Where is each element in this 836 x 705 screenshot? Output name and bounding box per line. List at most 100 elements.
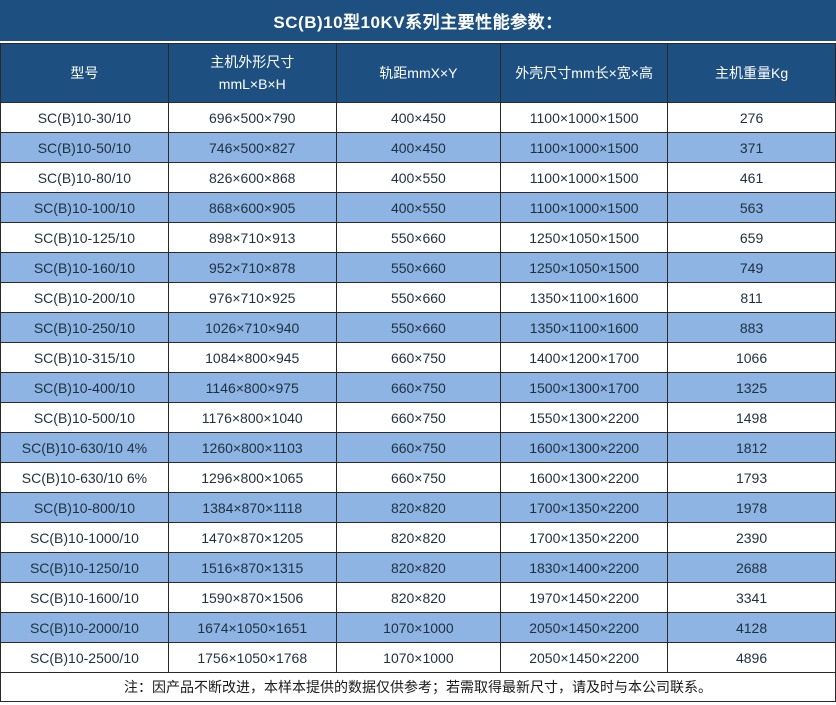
- table-cell: 550×660: [335, 252, 502, 283]
- table-row: SC(B)10-50/10 746×500×827 400×450 1100×1000…: [0, 132, 836, 163]
- table-cell: 461: [667, 162, 836, 193]
- table-body: SC(B)10-30/10 696×500×790 400×450 1100×1000…: [0, 102, 836, 673]
- table-cell: 749: [667, 252, 836, 283]
- table-row: SC(B)10-30/10 696×500×790 400×450 1100×1000…: [0, 102, 836, 133]
- table-cell: SC(B)10-1600/10: [0, 582, 169, 613]
- table-cell: 820×820: [335, 582, 502, 613]
- table-row: SC(B)10-125/10 898×710×913 550×660 1250×105…: [0, 222, 836, 253]
- table-cell: 2050×1450×2200: [500, 642, 669, 673]
- table-cell: 1812: [667, 432, 836, 463]
- table-cell: SC(B)10-315/10: [0, 342, 169, 373]
- table-cell: SC(B)10-1250/10: [0, 552, 169, 583]
- table-row: SC(B)10-2500/10 1756×1050×1768 1070×1000 20…: [0, 642, 836, 673]
- table-cell: 400×550: [335, 162, 502, 193]
- table-cell: 1600×1300×2200: [500, 432, 669, 463]
- table-cell: 696×500×790: [167, 102, 337, 133]
- table-cell: 1470×870×1205: [167, 522, 337, 553]
- table-cell: 400×550: [335, 192, 502, 223]
- table-cell: 1250×1050×1500: [500, 222, 669, 253]
- table-cell: 660×750: [335, 432, 502, 463]
- table-cell: 371: [667, 132, 836, 163]
- table-row: SC(B)10-250/10 1026×710×940 550×660 1350×11…: [0, 312, 836, 343]
- table-row: SC(B)10-1250/10 1516×870×1315 820×820 1830×…: [0, 552, 836, 583]
- table-row: SC(B)10-315/10 1084×800×945 660×750 1400×12…: [0, 342, 836, 373]
- table-cell: 400×450: [335, 102, 502, 133]
- table-cell: 1100×1000×1500: [500, 132, 669, 163]
- table-cell: 1756×1050×1768: [167, 642, 337, 673]
- table-cell: 563: [667, 192, 836, 223]
- table-cell: 550×660: [335, 222, 502, 253]
- table-cell: 1296×800×1065: [167, 462, 337, 493]
- footer-note: 注：因产品不断改进，本样本提供的数据仅供参考；若需取得最新尺寸，请及时与本公司联…: [0, 672, 836, 702]
- table-cell: 1066: [667, 342, 836, 373]
- spec-table: 型号 主机外形尺寸 mmL×B×H 轨距mmX×Y 外壳尺寸mm长×宽×高 主机…: [0, 43, 836, 702]
- table-cell: 1550×1300×2200: [500, 402, 669, 433]
- table-cell: 400×450: [335, 132, 502, 163]
- table-row: SC(B)10-400/10 1146×800×975 660×750 1500×13…: [0, 372, 836, 403]
- table-row: SC(B)10-80/10 826×600×868 400×550 1100×1000…: [0, 162, 836, 193]
- table-cell: 811: [667, 282, 836, 313]
- table-cell: 952×710×878: [167, 252, 337, 283]
- column-header-weight: 主机重量Kg: [667, 43, 836, 103]
- table-cell: 826×600×868: [167, 162, 337, 193]
- table-cell: 1830×1400×2200: [500, 552, 669, 583]
- table-cell: 1325: [667, 372, 836, 403]
- table-cell: 2390: [667, 522, 836, 553]
- table-cell: SC(B)10-50/10: [0, 132, 169, 163]
- table-cell: SC(B)10-100/10: [0, 192, 169, 223]
- table-cell: SC(B)10-125/10: [0, 222, 169, 253]
- table-cell: 276: [667, 102, 836, 133]
- table-row: SC(B)10-630/10 4% 1260×800×1103 660×750 160…: [0, 432, 836, 463]
- table-cell: SC(B)10-2000/10: [0, 612, 169, 643]
- table-cell: 1793: [667, 462, 836, 493]
- table-cell: SC(B)10-250/10: [0, 312, 169, 343]
- table-row: SC(B)10-500/10 1176×800×1040 660×750 1550×1…: [0, 402, 836, 433]
- table-cell: 1384×870×1118: [167, 492, 337, 523]
- table-cell: 1350×1100×1600: [500, 282, 669, 313]
- table-cell: 820×820: [335, 492, 502, 523]
- table-cell: SC(B)10-800/10: [0, 492, 169, 523]
- table-cell: 4128: [667, 612, 836, 643]
- table-cell: 1590×870×1506: [167, 582, 337, 613]
- table-cell: 1970×1450×2200: [500, 582, 669, 613]
- table-cell: 868×600×905: [167, 192, 337, 223]
- table-cell: 746×500×827: [167, 132, 337, 163]
- header-row: 型号 主机外形尺寸 mmL×B×H 轨距mmX×Y 外壳尺寸mm长×宽×高 主机…: [0, 43, 836, 103]
- table-cell: 660×750: [335, 462, 502, 493]
- table-cell: 1026×710×940: [167, 312, 337, 343]
- table-cell: 1400×1200×1700: [500, 342, 669, 373]
- table-cell: 550×660: [335, 312, 502, 343]
- table-cell: SC(B)10-630/10 6%: [0, 462, 169, 493]
- table-cell: 1176×800×1040: [167, 402, 337, 433]
- column-header-gauge: 轨距mmX×Y: [335, 43, 502, 103]
- footer-row: 注：因产品不断改进，本样本提供的数据仅供参考；若需取得最新尺寸，请及时与本公司联…: [0, 672, 836, 702]
- table-cell: 1084×800×945: [167, 342, 337, 373]
- table-cell: 659: [667, 222, 836, 253]
- table-cell: 2688: [667, 552, 836, 583]
- table-cell: 1350×1100×1600: [500, 312, 669, 343]
- table-row: SC(B)10-200/10 976×710×925 550×660 1350×110…: [0, 282, 836, 313]
- table-cell: 1700×1350×2200: [500, 492, 669, 523]
- table-cell: SC(B)10-160/10: [0, 252, 169, 283]
- table-row: SC(B)10-800/10 1384×870×1118 820×820 1700×1…: [0, 492, 836, 523]
- table-cell: 1600×1300×2200: [500, 462, 669, 493]
- table-cell: 976×710×925: [167, 282, 337, 313]
- table-row: SC(B)10-1000/10 1470×870×1205 820×820 1700×…: [0, 522, 836, 553]
- column-header-model: 型号: [0, 43, 169, 103]
- table-cell: SC(B)10-80/10: [0, 162, 169, 193]
- table-row: SC(B)10-630/10 6% 1296×800×1065 660×750 160…: [0, 462, 836, 493]
- column-header-dimensions: 主机外形尺寸 mmL×B×H: [167, 43, 337, 103]
- page-title: SC(B)10型10KV系列主要性能参数：: [0, 0, 836, 41]
- table-cell: 1498: [667, 402, 836, 433]
- table-row: SC(B)10-160/10 952×710×878 550×660 1250×105…: [0, 252, 836, 283]
- table-row: SC(B)10-1600/10 1590×870×1506 820×820 1970×…: [0, 582, 836, 613]
- table-cell: 1978: [667, 492, 836, 523]
- title-divider: [0, 41, 836, 43]
- table-cell: 1146×800×975: [167, 372, 337, 403]
- table-cell: SC(B)10-1000/10: [0, 522, 169, 553]
- table-cell: 1700×1350×2200: [500, 522, 669, 553]
- table-cell: 1070×1000: [335, 612, 502, 643]
- table-cell: 1260×800×1103: [167, 432, 337, 463]
- column-header-enclosure: 外壳尺寸mm长×宽×高: [500, 43, 669, 103]
